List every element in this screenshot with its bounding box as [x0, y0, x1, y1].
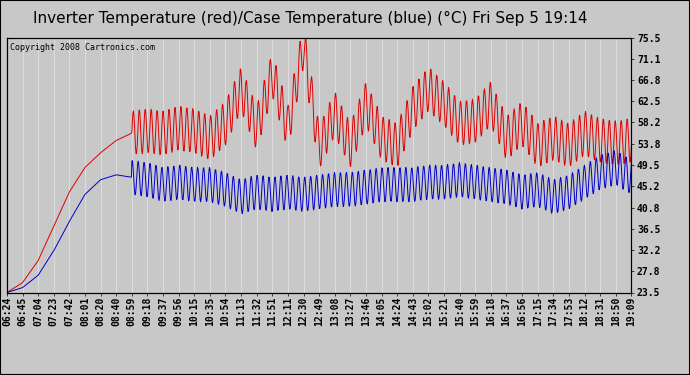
Text: Inverter Temperature (red)/Case Temperature (blue) (°C) Fri Sep 5 19:14: Inverter Temperature (red)/Case Temperat… — [33, 11, 588, 26]
Text: Copyright 2008 Cartronics.com: Copyright 2008 Cartronics.com — [10, 43, 155, 52]
